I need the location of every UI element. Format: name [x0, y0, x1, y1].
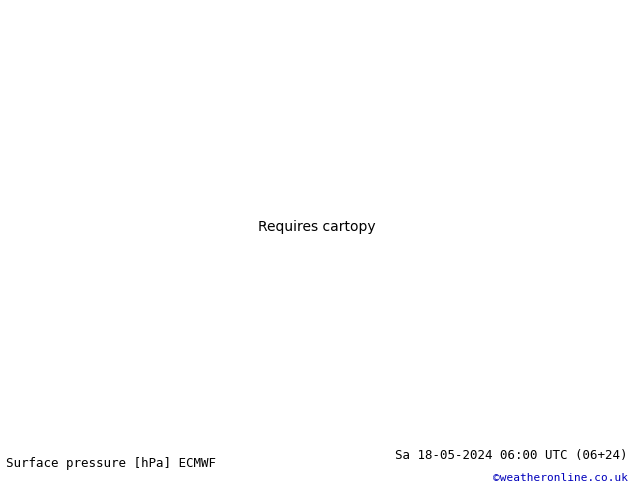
Text: Sa 18-05-2024 06:00 UTC (06+24): Sa 18-05-2024 06:00 UTC (06+24) — [395, 449, 628, 462]
Text: Requires cartopy: Requires cartopy — [258, 220, 376, 234]
Text: ©weatheronline.co.uk: ©weatheronline.co.uk — [493, 473, 628, 483]
Text: Surface pressure [hPa] ECMWF: Surface pressure [hPa] ECMWF — [6, 457, 216, 469]
